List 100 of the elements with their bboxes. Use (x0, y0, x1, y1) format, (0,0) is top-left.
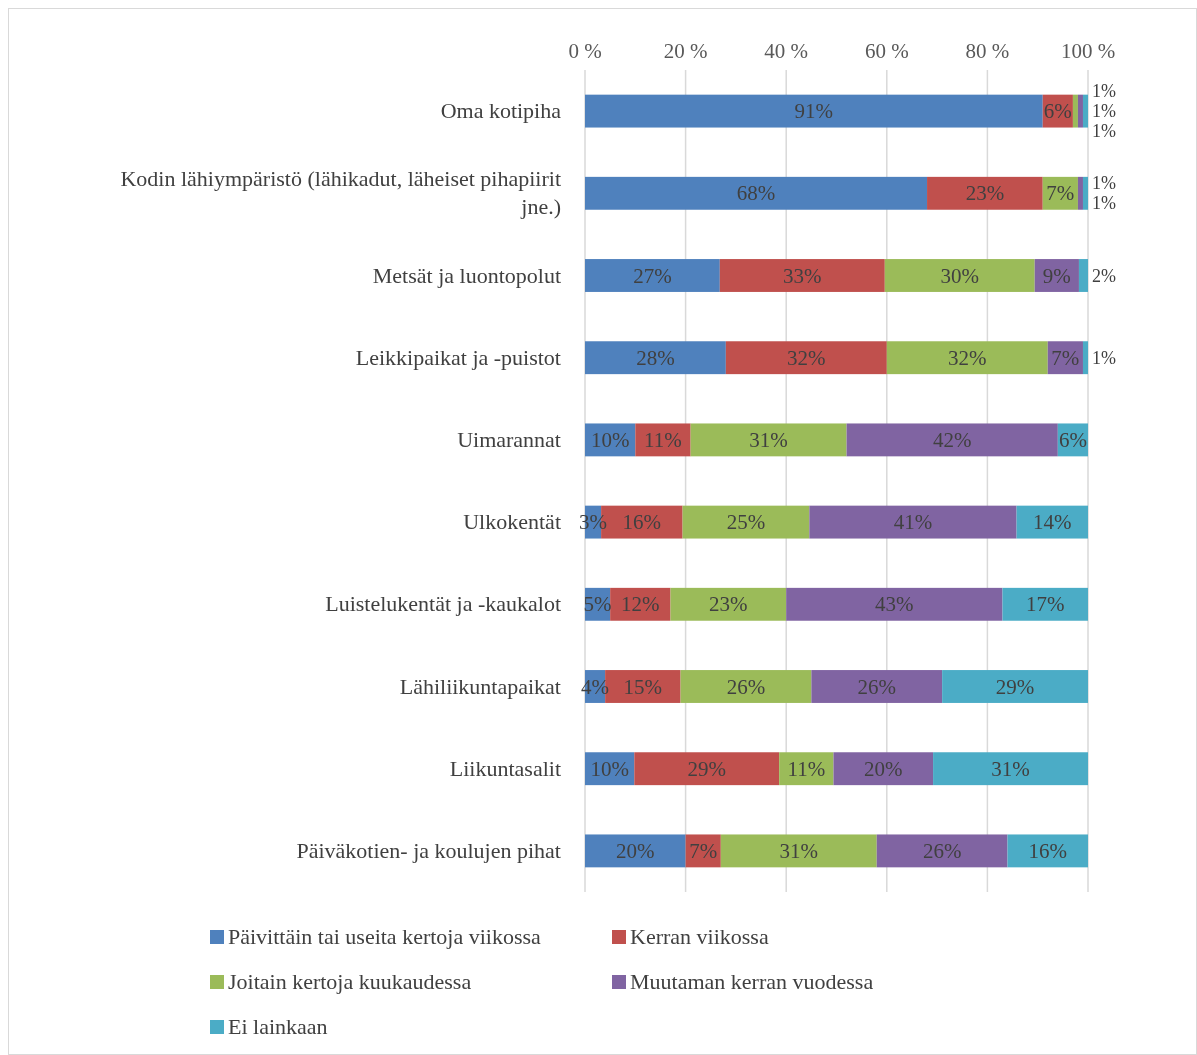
y-tick-label: Liikuntasalit (449, 755, 561, 781)
bar (886, 341, 1048, 375)
legend-label: Ei lainkaan (228, 1014, 328, 1039)
bar (786, 587, 1003, 621)
data-label: 14% (1033, 510, 1072, 535)
data-label: 27% (633, 263, 672, 288)
data-label: 16% (622, 510, 662, 535)
x-tick-label: 20 % (663, 39, 708, 63)
bar (725, 341, 887, 375)
bar (670, 587, 787, 621)
bar (1078, 259, 1088, 292)
x-tick-label: 100 % (1060, 39, 1116, 63)
bar (942, 670, 1088, 703)
data-label: 1% (1092, 193, 1116, 214)
x-tick-label: 40 % (764, 39, 809, 63)
bar (846, 423, 1058, 457)
data-label: 23% (965, 181, 1005, 206)
data-label: 29% (687, 756, 726, 781)
data-label: 7% (689, 838, 718, 863)
x-tick-label: 0 % (568, 39, 602, 63)
legend-label: Kerran viikossa (630, 924, 769, 949)
data-label: 28% (636, 345, 675, 370)
legend-label: Muutaman kerran vuodessa (630, 969, 874, 994)
bar (585, 341, 726, 375)
data-label: 1% (1092, 173, 1116, 194)
data-label: 11% (644, 427, 682, 452)
data-label: 25% (726, 510, 766, 535)
y-tick-label: Oma kotipiha (440, 98, 562, 124)
data-label: 1% (1092, 101, 1116, 122)
data-label: 26% (726, 674, 766, 699)
bar (585, 176, 928, 210)
data-label: 9% (1042, 263, 1071, 288)
data-label: 31% (779, 838, 819, 863)
data-label: 29% (995, 674, 1035, 699)
y-tick-label: Metsät ja luontopolut (372, 262, 561, 288)
data-label: 10% (590, 427, 630, 452)
bar (1082, 176, 1088, 210)
data-label: 7% (1051, 345, 1080, 370)
bar (811, 670, 943, 703)
legend-label: Joitain kertoja kuukaudessa (228, 969, 472, 994)
bar (1077, 94, 1083, 128)
y-tick-label: Luistelukentät ja -kaukalot (325, 591, 561, 617)
data-label: 31% (991, 756, 1030, 781)
bar (1007, 834, 1088, 868)
y-tick-label: Uimarannat (457, 426, 561, 452)
data-label: 33% (783, 263, 822, 288)
legend-label: Päivittäin tai useita kertoja viikossa (228, 924, 542, 949)
bar (809, 505, 1017, 539)
x-tick-label: 80 % (965, 39, 1010, 63)
x-tick-label: 60 % (864, 39, 909, 63)
data-label: 32% (948, 345, 987, 370)
bar (682, 505, 810, 539)
data-label: 23% (709, 592, 748, 617)
bar (690, 423, 847, 457)
y-tick-label: Leikkipaikat ja -puistot (355, 344, 561, 370)
bar (1072, 94, 1078, 128)
bar (585, 834, 686, 868)
data-label: 6% (1043, 99, 1072, 124)
data-label: 26% (857, 674, 896, 699)
bar (1082, 94, 1088, 128)
data-label: 42% (932, 427, 972, 452)
data-label: 10% (590, 756, 629, 781)
bar (634, 752, 780, 786)
bar (719, 259, 885, 292)
bar (1002, 587, 1088, 621)
bar (1077, 176, 1083, 210)
data-label: 6% (1058, 427, 1087, 452)
data-label: 31% (749, 427, 788, 452)
data-label: 17% (1025, 592, 1065, 617)
bar (884, 259, 1035, 292)
bar (833, 752, 934, 786)
data-label: 1% (1092, 121, 1116, 142)
data-label: 43% (875, 592, 914, 617)
data-label: 20% (864, 756, 903, 781)
data-label: 12% (621, 592, 660, 617)
data-label: 2% (1092, 265, 1116, 286)
y-tick-label: Päiväkotien- ja koulujen pihat (296, 837, 561, 863)
data-label: 91% (794, 99, 834, 124)
data-label: 32% (787, 345, 826, 370)
bar (876, 834, 1008, 868)
data-label: 11% (787, 756, 826, 781)
data-label: 68% (736, 181, 776, 206)
data-label: 26% (922, 838, 962, 863)
data-label: 15% (623, 674, 663, 699)
data-label: 16% (1028, 838, 1068, 863)
bar (933, 752, 1088, 786)
y-tick-label: Ulkokentät (463, 509, 561, 535)
bar (927, 176, 1043, 210)
y-tick-label: Lähiliikuntapaikat (399, 673, 561, 699)
data-label: 41% (893, 510, 933, 535)
data-label: 30% (940, 263, 979, 288)
bar (585, 94, 1043, 128)
data-label: 1% (1092, 81, 1116, 102)
data-label: 1% (1092, 347, 1116, 368)
data-label: 20% (616, 838, 655, 863)
bar (1082, 341, 1088, 375)
bar (585, 259, 720, 292)
data-label: 7% (1046, 181, 1075, 206)
y-tick-label: Kodin lähiympäristö (lähikadut, läheiset pihapiirit jne.) (120, 166, 561, 220)
bar (680, 670, 812, 703)
